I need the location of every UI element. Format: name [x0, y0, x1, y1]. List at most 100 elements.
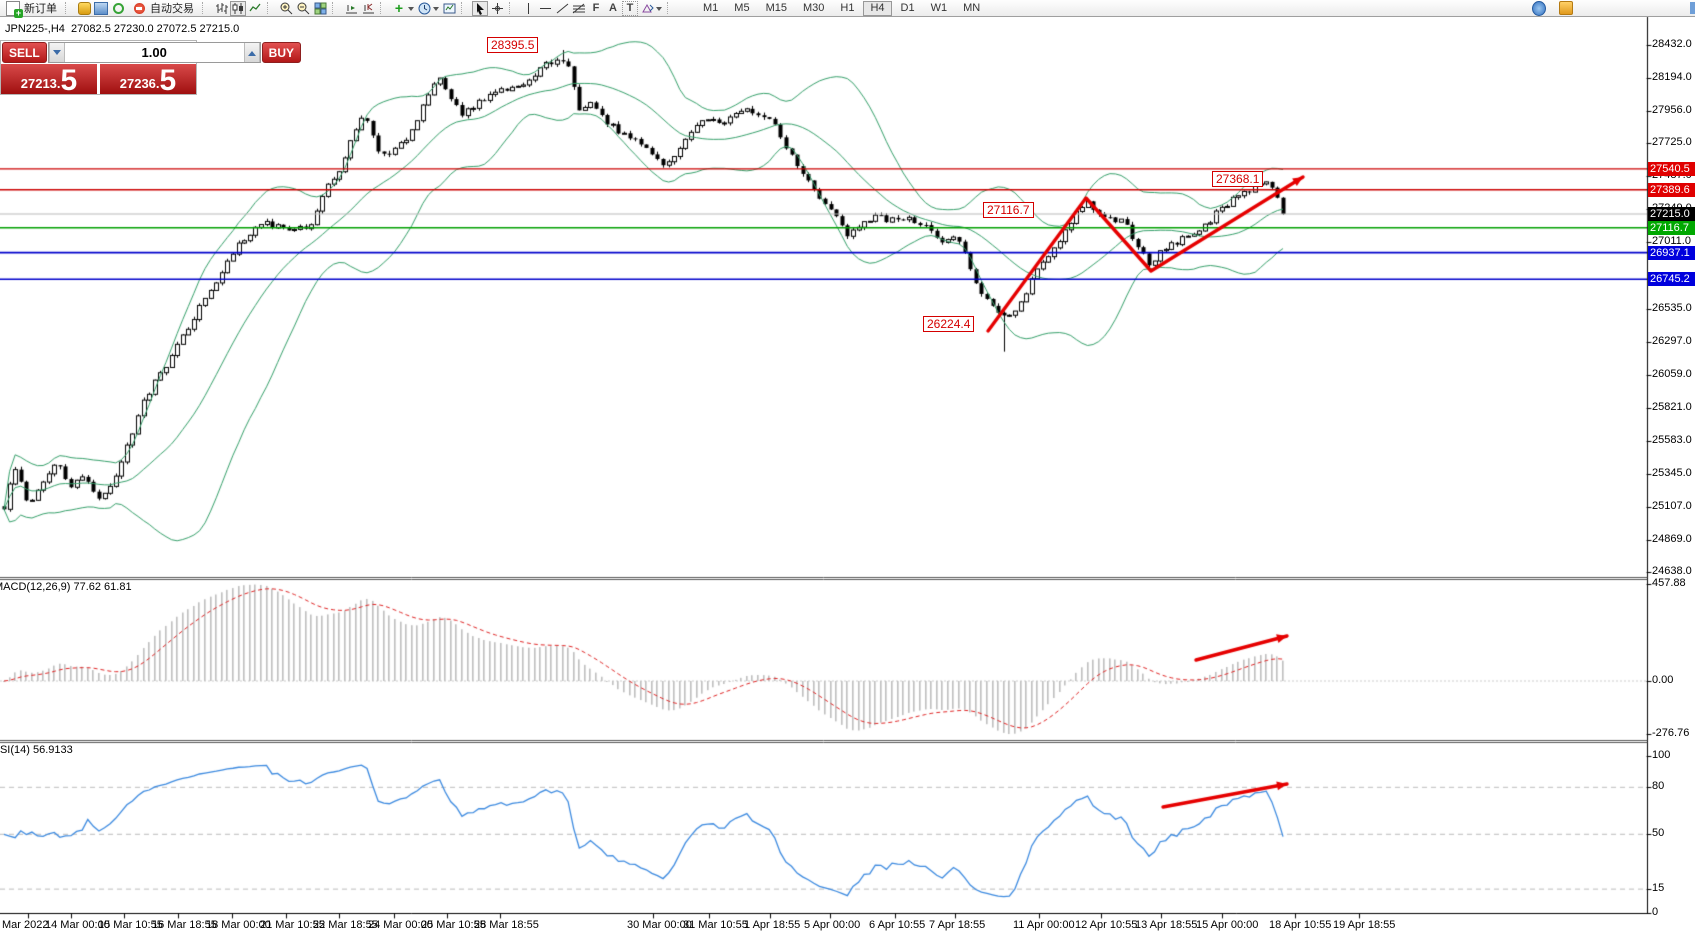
fibonacci-icon[interactable] [571, 1, 587, 16]
rsi-axis-tick: 80 [1652, 780, 1665, 793]
price-axis-tick: 28432.0 [1652, 38, 1692, 50]
community-icon[interactable] [1531, 0, 1547, 16]
bar-chart-icon[interactable] [213, 1, 229, 16]
macd-axis-tick: 457.88 [1652, 577, 1686, 589]
tile-windows-icon[interactable] [312, 1, 328, 16]
candlestick-chart-icon[interactable] [230, 0, 246, 16]
new-order-button[interactable]: + 新订单 [1, 0, 61, 18]
timeframe-m15[interactable]: M15 [759, 1, 794, 16]
timeframe-w1[interactable]: W1 [924, 1, 955, 16]
chart-title: JPN225-,H4 27082.5 27230.0 27072.5 27215… [5, 23, 239, 35]
volume-increase-button[interactable] [243, 43, 260, 62]
date-label: 30 Mar 00:00 [627, 919, 692, 931]
price-axis-tick: 25345.0 [1652, 466, 1692, 479]
period-selector-icon[interactable] [416, 1, 432, 16]
crosshair-icon[interactable] [489, 1, 505, 16]
new-order-icon: + [5, 0, 23, 18]
data-window-icon[interactable] [93, 1, 109, 16]
price-annotation[interactable]: 27116.7 [983, 202, 1034, 218]
date-label: 12 Apr 10:55 [1075, 919, 1138, 931]
rsi-axis-tick: 15 [1652, 882, 1665, 895]
line-chart-icon[interactable] [247, 1, 263, 16]
price-badge: 27215.0 [1648, 207, 1695, 222]
date-label: 5 Apr 00:00 [804, 919, 861, 931]
market-watch-icon[interactable] [76, 1, 92, 16]
price-annotation[interactable]: 27368.1 [1212, 171, 1264, 187]
price-axis-tick: 27011.0 [1652, 235, 1691, 248]
auto-scroll-icon[interactable] [343, 1, 359, 16]
price-axis-tick: 27956.0 [1652, 104, 1692, 117]
date-label: 18 Mar 00:00 [206, 919, 271, 931]
sell-price-small: 27213. [20, 76, 61, 91]
signals-icon[interactable] [110, 1, 126, 16]
separator [65, 2, 72, 14]
timeframe-mn[interactable]: MN [956, 1, 987, 16]
toolbar-overflow-icon[interactable] [1690, 2, 1695, 14]
indicators-dropdown-caret[interactable] [408, 6, 414, 14]
date-label: 1 Apr 18:55 [744, 919, 801, 931]
date-label: 11 Apr 00:00 [1013, 919, 1075, 931]
price-axis-tick: 25583.0 [1652, 433, 1692, 446]
autotrade-button[interactable]: 自动交易 [127, 1, 198, 16]
price-axis-tick: 24638.0 [1652, 565, 1692, 577]
channels-icon-letter: F [592, 2, 600, 14]
timeframe-m5[interactable]: M5 [727, 1, 756, 16]
rsi-axis-tick: 0 [1652, 905, 1659, 918]
price-annotation[interactable]: 26224.4 [923, 316, 975, 332]
vertical-line-icon[interactable] [520, 1, 536, 16]
macd-label: MACD(12,26,9) 77.62 61.81 [0, 581, 132, 593]
shapes-dropdown-caret[interactable] [656, 6, 662, 14]
channels-icon[interactable]: F [588, 1, 604, 16]
zoom-in-icon[interactable] [278, 1, 294, 16]
buy-price[interactable]: 27236. 5 [100, 64, 196, 94]
periods-dropdown-caret[interactable] [433, 6, 439, 14]
price-annotation[interactable]: 28395.5 [487, 37, 539, 53]
timeframe-m30[interactable]: M30 [796, 1, 831, 16]
separator [509, 2, 516, 14]
date-label: 15 Mar 10:55 [98, 919, 163, 931]
alerts-icon[interactable] [1558, 1, 1574, 16]
date-label: 6 Apr 10:55 [869, 919, 926, 931]
autotrade-icon [131, 1, 147, 16]
sell-price-big: 5 [60, 64, 78, 95]
autotrade-label: 自动交易 [150, 3, 194, 15]
volume-decrease-button[interactable] [48, 43, 65, 62]
price-axis-tick: 27725.0 [1652, 136, 1692, 149]
price-axis-tick: 26059.0 [1652, 367, 1692, 380]
price-axis-tick: 24869.0 [1652, 532, 1692, 545]
date-label: 13 Apr 18:55 [1135, 919, 1198, 931]
date-label: 14 Mar 00:00 [45, 919, 110, 931]
price-badge: 26937.1 [1648, 245, 1695, 260]
text-label-icon[interactable]: T [622, 0, 638, 16]
chart-shift-icon[interactable] [360, 1, 376, 16]
buy-button[interactable]: BUY [261, 42, 302, 63]
horizontal-line-icon[interactable] [537, 1, 553, 16]
timeframe-d1[interactable]: D1 [894, 1, 922, 16]
chart-templates-icon[interactable] [441, 1, 457, 16]
date-label: 21 Mar 10:55 [260, 919, 325, 931]
trendline-icon[interactable] [554, 1, 570, 16]
price-badge: 27116.7 [1648, 220, 1695, 235]
toolbar: + 新订单 自动交易 [0, 0, 1695, 18]
text-icon-letter: A [609, 2, 617, 14]
timeframe-h4[interactable]: H4 [863, 0, 892, 16]
sell-button[interactable]: SELL [2, 42, 47, 63]
separator [267, 2, 274, 14]
indicators-add-icon[interactable]: + [394, 0, 404, 16]
text-icon[interactable]: A [605, 1, 621, 16]
timeframe-h1[interactable]: H1 [833, 1, 861, 16]
trade-panel-prices: 27213. 5 27236. 5 [1, 64, 196, 94]
sell-price[interactable]: 27213. 5 [1, 64, 97, 94]
date-label: 25 Mar 10:55 [421, 919, 486, 931]
zoom-out-icon[interactable] [295, 1, 311, 16]
date-label: 24 Mar 00:00 [368, 919, 433, 931]
text-label-icon-letter: T [626, 2, 634, 14]
cursor-icon[interactable] [472, 0, 488, 16]
volume-input[interactable] [64, 43, 244, 62]
buy-price-small: 27236. [119, 76, 160, 91]
timeframe-m1[interactable]: M1 [696, 1, 725, 16]
shapes-icon[interactable] [639, 1, 655, 16]
price-axis-tick: 26297.0 [1652, 334, 1692, 347]
